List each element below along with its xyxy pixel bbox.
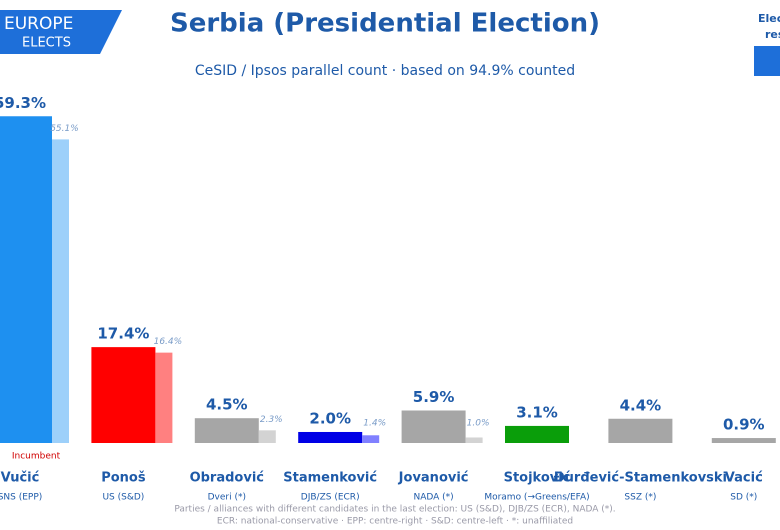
- chart-title: Serbia (Presidential Election): [170, 9, 600, 39]
- previous-bar: [362, 435, 380, 443]
- party-label: US (S&D): [102, 493, 144, 503]
- chart-subtitle: CeSID / Ipsos parallel count · based on …: [195, 63, 575, 79]
- footnote: ECR: national-conservative · EPP: centre…: [217, 517, 573, 527]
- category-label: Vacić: [725, 471, 763, 486]
- footnote: Parties / alliances with different candi…: [174, 505, 615, 515]
- previous-label: 16.4%: [154, 337, 183, 347]
- annotation: Incumbent: [12, 452, 61, 462]
- previous-label: 2.3%: [260, 415, 283, 425]
- bar: [194, 418, 259, 443]
- bar: [505, 425, 569, 443]
- bar: [0, 116, 52, 443]
- value-label: 5.9%: [413, 388, 455, 406]
- bar: [401, 410, 466, 443]
- value-label: 2.0%: [309, 409, 351, 427]
- value-label: 4.5%: [206, 396, 248, 414]
- previous-bar: [155, 352, 173, 443]
- corner-text: Elect: [758, 12, 780, 25]
- value-label: 17.4%: [97, 325, 149, 343]
- party-label: SD (*): [730, 493, 757, 503]
- category-label: Ponoš: [101, 471, 146, 486]
- corner-box: [754, 46, 780, 76]
- logo-text: ELECTS: [22, 36, 71, 51]
- category-label: Vučić: [1, 471, 40, 486]
- previous-bar: [52, 139, 69, 444]
- bar: [91, 347, 156, 443]
- value-label: 4.4%: [620, 396, 662, 414]
- logo-text: EUROPE: [4, 14, 73, 34]
- party-label: SNS (EPP): [0, 493, 42, 503]
- party-label: DJB/ZS (ECR): [301, 493, 360, 503]
- value-label: 3.1%: [516, 403, 558, 421]
- value-label: 59.3%: [0, 94, 46, 112]
- category-label: Jovanović: [398, 471, 469, 486]
- previous-label: 1.4%: [363, 419, 386, 429]
- party-label: SSZ (*): [624, 493, 656, 503]
- category-label: Đurđević-Stamenkovski: [554, 471, 727, 486]
- category-label: Stojković: [504, 471, 571, 486]
- previous-label: 1.0%: [467, 419, 490, 429]
- corner-text: resu: [765, 28, 780, 41]
- party-label: NADA (*): [413, 493, 453, 503]
- bar: [711, 438, 776, 443]
- previous-bar: [465, 437, 483, 443]
- previous-label: 55.1%: [50, 124, 79, 134]
- logo-bg: [0, 10, 122, 54]
- party-label: Moramo (→Greens/EFA): [484, 493, 589, 503]
- category-label: Obradović: [190, 471, 265, 486]
- previous-bar: [258, 430, 276, 443]
- bar: [608, 418, 673, 443]
- category-label: Stamenković: [283, 471, 377, 486]
- party-label: Dveri (*): [208, 493, 246, 503]
- value-label: 0.9%: [723, 416, 765, 434]
- bar: [298, 431, 363, 443]
